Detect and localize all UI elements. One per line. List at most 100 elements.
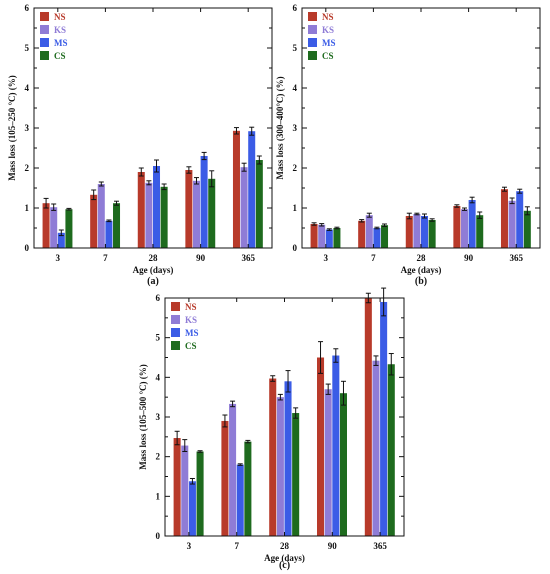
bar-NS-365 xyxy=(500,189,508,248)
bar-KS-365 xyxy=(372,360,380,536)
x-axis-label: Age (days) xyxy=(401,265,442,275)
bar-MS-28 xyxy=(153,166,161,248)
bar-CS-7 xyxy=(113,203,121,248)
x-tick-label: 3 xyxy=(187,541,192,551)
bar-MS-28 xyxy=(421,216,429,248)
legend-swatch-CS xyxy=(171,341,180,350)
y-tick-label: 3 xyxy=(293,123,298,133)
bar-KS-3 xyxy=(318,224,326,248)
legend-swatch-NS xyxy=(171,302,180,311)
y-axis-label: Mass loss (105–250 °C) (%) xyxy=(7,75,17,181)
legend-swatch-KS xyxy=(171,315,180,324)
bar-NS-7 xyxy=(358,220,366,248)
legend-label-MS: MS xyxy=(322,38,336,48)
bar-NS-3 xyxy=(173,438,181,536)
bar-CS-365 xyxy=(255,160,263,248)
legend-swatch-NS xyxy=(308,12,317,21)
bar-MS-7 xyxy=(236,464,244,536)
x-axis-label: Age (days) xyxy=(264,553,305,563)
bar-CS-3 xyxy=(65,209,73,248)
legend-label-CS: CS xyxy=(322,51,334,61)
y-tick-label: 6 xyxy=(293,3,298,13)
y-tick-label: 5 xyxy=(25,43,30,53)
y-tick-label: 4 xyxy=(293,83,298,93)
y-tick-label: 1 xyxy=(25,203,30,213)
bar-CS-3 xyxy=(196,451,204,536)
x-tick-label: 365 xyxy=(373,541,387,551)
bar-NS-28 xyxy=(269,378,277,536)
x-tick-label: 3 xyxy=(324,253,329,263)
legend-swatch-MS xyxy=(40,38,49,47)
bar-KS-7 xyxy=(97,184,105,248)
chart-panel-b: 0 1 2 3 4 5 6 3 7 28 90 365 Age (days) Mass loss (300… xyxy=(275,3,541,287)
legend-swatch-MS xyxy=(171,328,180,337)
bar-NS-90 xyxy=(453,206,461,248)
bar-NS-90 xyxy=(317,357,325,536)
panel-caption: (a) xyxy=(147,276,159,287)
bar-CS-90 xyxy=(476,215,484,248)
x-tick-label: 90 xyxy=(196,253,206,263)
legend-label-CS: CS xyxy=(185,341,197,351)
bar-MS-3 xyxy=(57,232,65,248)
plot-frame xyxy=(33,7,273,249)
bar-MS-3 xyxy=(188,481,196,536)
legend-label-NS: NS xyxy=(54,12,66,22)
legend-swatch-NS xyxy=(40,12,49,21)
bar-MS-7 xyxy=(373,228,381,248)
bar-KS-365 xyxy=(240,167,248,248)
legend-swatch-CS xyxy=(40,51,49,60)
y-axis-label: Mass loss (300–400°C) (%) xyxy=(275,76,285,179)
bar-KS-7 xyxy=(229,403,237,536)
bar-CS-28 xyxy=(292,413,300,536)
x-tick-label: 365 xyxy=(241,253,255,263)
x-tick-label: 90 xyxy=(464,253,474,263)
bar-KS-28 xyxy=(145,182,153,248)
bar-MS-90 xyxy=(468,200,476,248)
legend-label-NS: NS xyxy=(185,302,197,312)
y-axis-label: Mass loss (105–500 °C) (%) xyxy=(138,364,148,470)
y-tick-label: 3 xyxy=(156,412,161,422)
x-axis-label: Age (days) xyxy=(133,265,174,275)
bar-NS-7 xyxy=(90,194,98,248)
bar-CS-365 xyxy=(387,364,395,536)
bar-KS-365 xyxy=(508,200,516,248)
y-tick-label: 6 xyxy=(156,293,161,303)
plot-frame xyxy=(301,7,541,249)
y-tick-label: 1 xyxy=(156,491,161,501)
x-tick-label: 28 xyxy=(417,253,427,263)
bar-MS-28 xyxy=(284,381,292,536)
x-tick-label: 365 xyxy=(509,253,523,263)
legend-label-MS: MS xyxy=(54,38,68,48)
bar-KS-3 xyxy=(50,207,58,248)
y-tick-label: 4 xyxy=(156,372,161,382)
bar-NS-3 xyxy=(42,203,50,248)
bar-CS-3 xyxy=(333,228,341,248)
legend-label-CS: CS xyxy=(54,51,66,61)
bar-KS-90 xyxy=(192,180,200,248)
bar-MS-3 xyxy=(325,229,333,248)
chart-panel-a: 0 1 2 3 4 5 6 3 7 28 90 365 Age (days) Mass loss (105… xyxy=(7,3,273,287)
bar-CS-90 xyxy=(208,178,216,248)
bar-NS-28 xyxy=(405,216,413,248)
y-tick-label: 0 xyxy=(156,531,161,541)
bar-MS-365 xyxy=(248,131,256,248)
y-tick-label: 2 xyxy=(293,163,298,173)
bar-MS-90 xyxy=(200,156,208,248)
legend-label-MS: MS xyxy=(185,328,199,338)
plot-frame xyxy=(164,297,405,537)
y-tick-label: 0 xyxy=(293,243,298,253)
bar-MS-7 xyxy=(105,220,113,248)
legend-swatch-KS xyxy=(40,25,49,34)
bar-NS-90 xyxy=(185,170,193,248)
y-tick-label: 3 xyxy=(25,123,30,133)
bar-MS-90 xyxy=(332,355,340,536)
bar-CS-28 xyxy=(160,186,168,248)
bar-NS-28 xyxy=(137,172,145,248)
bar-NS-3 xyxy=(310,224,318,248)
bar-CS-28 xyxy=(428,220,436,248)
y-tick-label: 2 xyxy=(25,163,30,173)
bar-KS-90 xyxy=(460,209,468,248)
bar-CS-7 xyxy=(244,441,252,536)
x-tick-label: 7 xyxy=(234,541,239,551)
